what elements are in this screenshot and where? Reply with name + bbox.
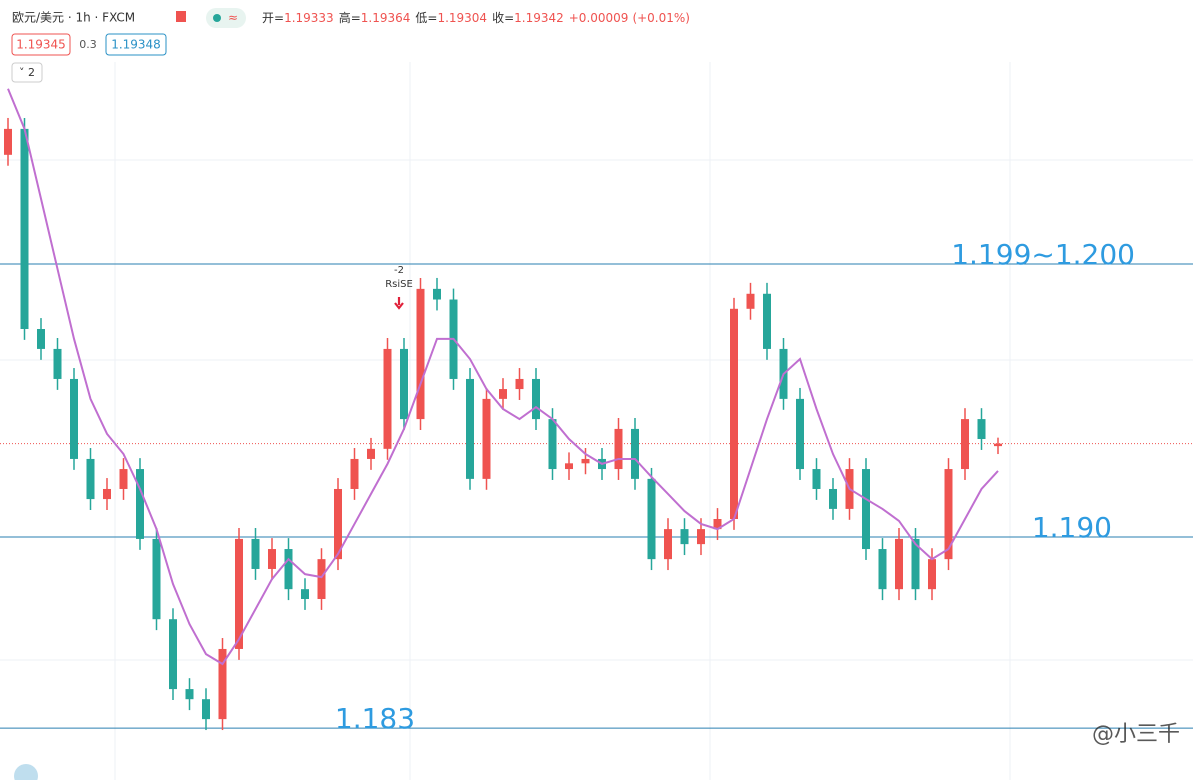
- candle-body: [614, 428, 623, 470]
- candle-body: [763, 293, 771, 349]
- candle-body: [895, 538, 903, 590]
- status-icon: ≈: [228, 11, 238, 25]
- candle-body: [466, 378, 474, 479]
- candle-body: [796, 398, 804, 470]
- watermark: @小三千: [1092, 722, 1180, 747]
- candle-body: [812, 469, 821, 489]
- moving-average: [7, 88, 999, 666]
- badge: ˅ 2: [19, 66, 35, 79]
- level-label: 1.190: [1032, 511, 1112, 544]
- candle-body: [581, 458, 590, 464]
- candle-body: [631, 428, 639, 479]
- candle-body: [185, 689, 194, 700]
- bid: 1.19345: [16, 38, 66, 52]
- candle-body: [86, 458, 95, 500]
- candle-body: [532, 378, 540, 420]
- candle-body: [565, 463, 573, 470]
- candle-body: [944, 469, 953, 560]
- candle-body: [647, 478, 656, 560]
- candle-body: [515, 378, 524, 390]
- ask-box[interactable]: [105, 33, 167, 56]
- candle-body: [202, 699, 210, 720]
- candle-body: [119, 469, 128, 489]
- candle-body: [4, 128, 12, 155]
- candle-body: [928, 559, 936, 590]
- candle-body: [548, 419, 557, 470]
- candle-body: [713, 519, 722, 530]
- candle-body: [878, 549, 887, 590]
- candle-body: [482, 398, 491, 479]
- signal-name: RsiSE: [385, 279, 413, 290]
- bid-box[interactable]: [11, 33, 71, 56]
- symbol: 欧元/美元 · 1h · FXCM: [12, 11, 135, 25]
- candle-body: [664, 529, 672, 560]
- candle-body: [169, 619, 177, 690]
- spread: 0.3: [79, 38, 97, 51]
- candle-body: [433, 288, 441, 300]
- status-dot: [213, 14, 221, 22]
- candle-body: [136, 469, 144, 539]
- level-label: 1.183: [335, 702, 415, 735]
- plot: [0, 88, 1193, 731]
- candle-body: [152, 538, 161, 620]
- candle-body: [251, 538, 260, 569]
- level-label: 1.199~1.200: [951, 238, 1135, 271]
- candle-body: [911, 538, 920, 590]
- candle-body: [499, 389, 507, 399]
- signal-arrow: [394, 297, 404, 310]
- candle-body: [20, 128, 29, 329]
- candle-body: [268, 549, 276, 569]
- ask: 1.19348: [111, 38, 161, 52]
- candle-body: [697, 529, 705, 545]
- candle-body: [53, 348, 62, 379]
- candle-body: [301, 589, 309, 599]
- candle-body: [218, 648, 227, 720]
- candle-body: [37, 328, 45, 349]
- grid: [0, 62, 1193, 780]
- signal-count: -2: [394, 265, 404, 276]
- candle-body: [680, 529, 689, 545]
- candle-body: [367, 448, 375, 459]
- candle-body: [746, 293, 755, 309]
- candle-body: [862, 469, 870, 550]
- candle-body: [103, 488, 111, 500]
- candle-body: [400, 348, 408, 420]
- candle-body: [235, 538, 243, 649]
- candle-body: [994, 443, 1002, 447]
- candle-body: [829, 488, 837, 509]
- candle-body: [383, 348, 392, 449]
- candle-body: [317, 559, 326, 599]
- candle-body: [416, 288, 425, 420]
- candle-body: [334, 488, 342, 560]
- candle-body: [70, 378, 78, 459]
- candle-body: [730, 308, 738, 520]
- collapse-button[interactable]: [11, 62, 43, 83]
- candle-body: [977, 419, 986, 440]
- ohlc: 开=1.19333 高=1.19364 低=1.19304 收=1.19342 +0.0…: [262, 10, 690, 25]
- candle-body: [350, 458, 359, 489]
- candle-body: [284, 549, 293, 590]
- logo: [14, 764, 38, 780]
- status-pill[interactable]: [206, 8, 246, 28]
- flag-icon[interactable]: [176, 11, 186, 22]
- candle-body: [961, 419, 969, 470]
